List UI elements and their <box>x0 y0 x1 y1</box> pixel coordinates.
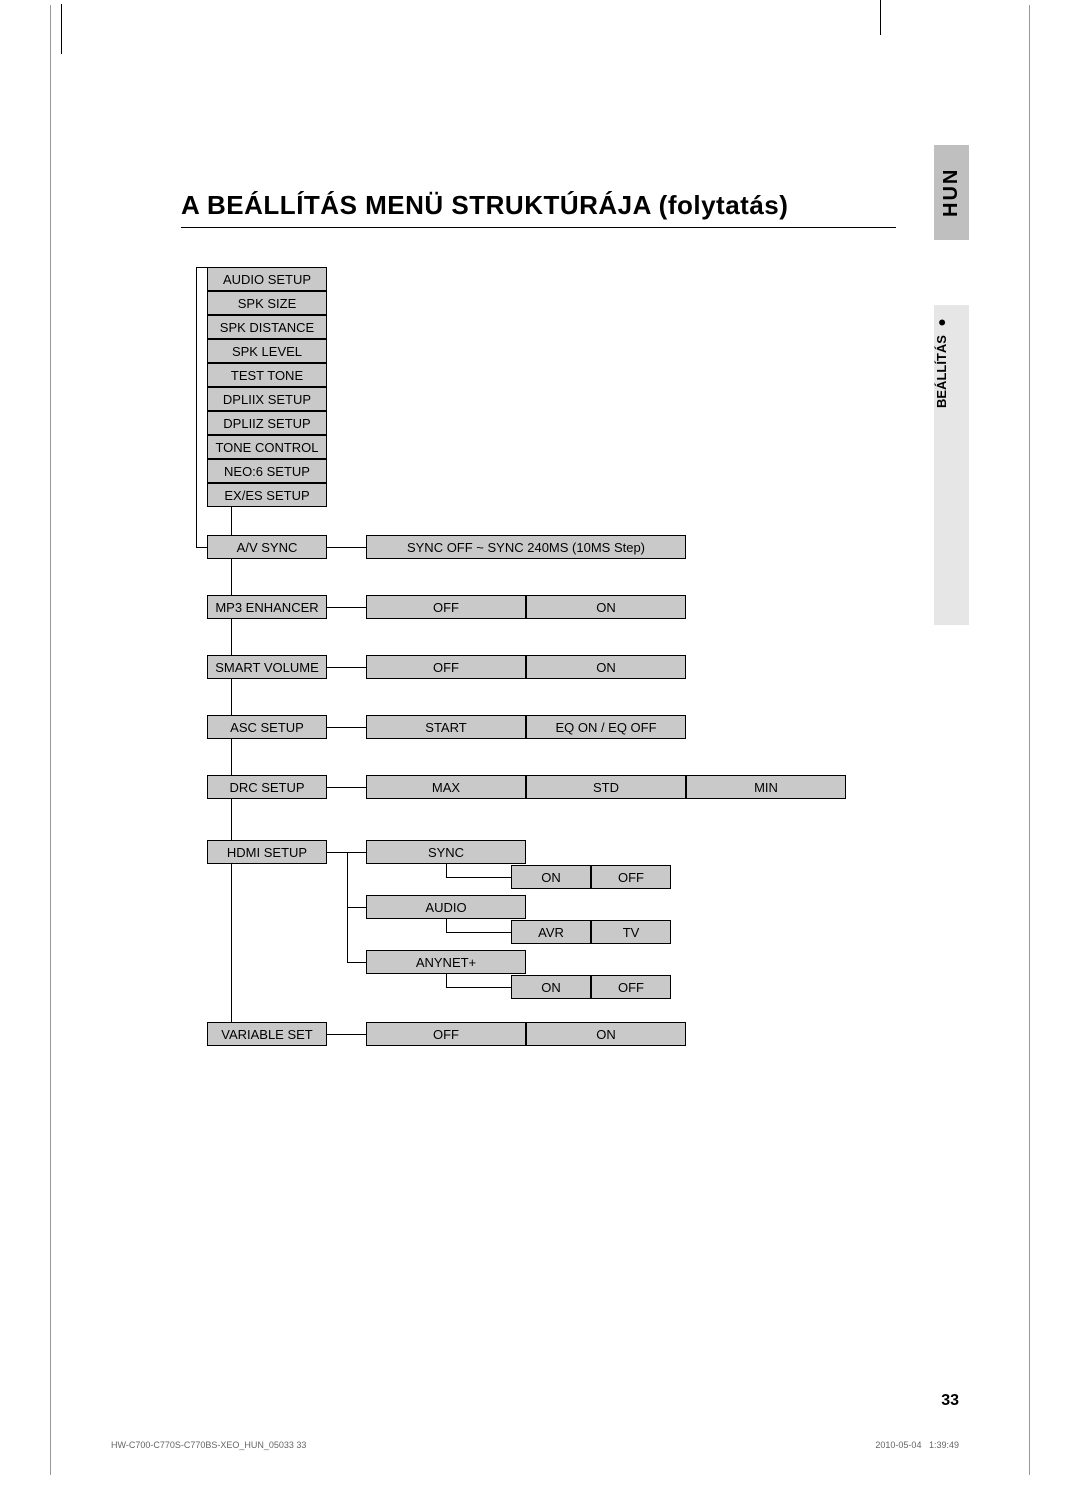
menu-box: TV <box>591 920 671 944</box>
section-side-label: BEÁLLÍTÁS ● <box>934 305 969 625</box>
menu-box: ON <box>526 595 686 619</box>
menu-box: A/V SYNC <box>207 535 327 559</box>
menu-box: OFF <box>366 655 526 679</box>
side-section-text: BEÁLLÍTÁS <box>934 335 949 408</box>
menu-box: ON <box>526 1022 686 1046</box>
menu-box: DPLIIX SETUP <box>207 387 327 411</box>
menu-box: AVR <box>511 920 591 944</box>
menu-box: ASC SETUP <box>207 715 327 739</box>
menu-box: START <box>366 715 526 739</box>
language-tab: HUN <box>934 145 969 240</box>
footer-left: HW-C700-C770S-C770BS-XEO_HUN_05033 33 <box>111 1440 306 1450</box>
menu-box: DPLIIZ SETUP <box>207 411 327 435</box>
menu-box: AUDIO <box>366 895 526 919</box>
menu-box: ON <box>526 655 686 679</box>
menu-box: SYNC OFF ~ SYNC 240MS (10MS Step) <box>366 535 686 559</box>
menu-box: DRC SETUP <box>207 775 327 799</box>
menu-box: SYNC <box>366 840 526 864</box>
menu-box: SPK DISTANCE <box>207 315 327 339</box>
menu-box: MAX <box>366 775 526 799</box>
menu-box: AUDIO SETUP <box>207 267 327 291</box>
menu-box: MP3 ENHANCER <box>207 595 327 619</box>
menu-box: EX/ES SETUP <box>207 483 327 507</box>
menu-structure-diagram: AUDIO SETUP SPK SIZE SPK DISTANCE SPK LE… <box>181 255 901 1105</box>
menu-box: ON <box>511 865 591 889</box>
menu-box: VARIABLE SET <box>207 1022 327 1046</box>
footer-right: 2010-05-04 1:39:49 <box>875 1440 959 1450</box>
page-frame: HUN BEÁLLÍTÁS ● A BEÁLLÍTÁS MENÜ STRUKTÚ… <box>50 5 1030 1475</box>
page-title: A BEÁLLÍTÁS MENÜ STRUKTÚRÁJA (folytatás) <box>181 190 896 228</box>
menu-box: TEST TONE <box>207 363 327 387</box>
menu-box: SPK SIZE <box>207 291 327 315</box>
menu-box: ON <box>511 975 591 999</box>
menu-box: OFF <box>591 975 671 999</box>
menu-box: ANYNET+ <box>366 950 526 974</box>
menu-box: OFF <box>591 865 671 889</box>
menu-box: SMART VOLUME <box>207 655 327 679</box>
menu-box: HDMI SETUP <box>207 840 327 864</box>
menu-box: EQ ON / EQ OFF <box>526 715 686 739</box>
menu-box: SPK LEVEL <box>207 339 327 363</box>
menu-box: MIN <box>686 775 846 799</box>
menu-box: TONE CONTROL <box>207 435 327 459</box>
menu-box: STD <box>526 775 686 799</box>
menu-box: NEO:6 SETUP <box>207 459 327 483</box>
page-number: 33 <box>941 1392 959 1410</box>
menu-box: OFF <box>366 1022 526 1046</box>
menu-box: OFF <box>366 595 526 619</box>
